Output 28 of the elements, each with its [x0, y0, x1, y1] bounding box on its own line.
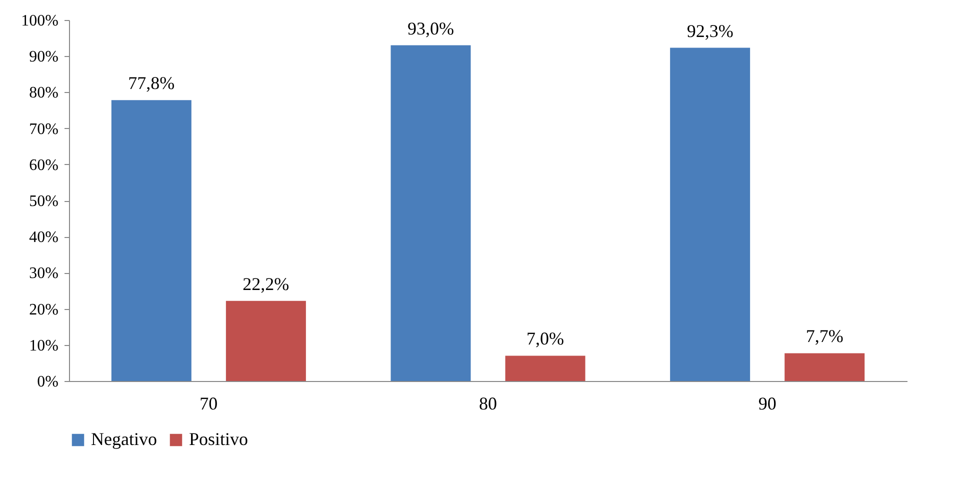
legend-label: Negativo: [91, 429, 157, 449]
y-tick-label: 100%: [21, 12, 58, 30]
bar: [390, 45, 471, 381]
x-tick-label: 70: [200, 394, 218, 414]
bar: [784, 353, 865, 381]
data-label: 77,8%: [128, 73, 175, 94]
bar: [505, 356, 586, 381]
bar: [226, 300, 306, 381]
data-label: 22,2%: [242, 274, 290, 294]
y-tick-label: 70%: [29, 120, 58, 138]
y-tick-label: 0%: [37, 374, 58, 390]
y-tick-label: 10%: [29, 337, 58, 354]
y-tick-label: 20%: [29, 301, 58, 318]
legend-label: Positivo: [189, 429, 248, 449]
x-tick-label: 90: [758, 394, 776, 414]
data-label: 7,0%: [526, 328, 564, 349]
y-tick-label: 40%: [29, 229, 58, 246]
bar: [111, 100, 192, 381]
y-tick-label: 80%: [29, 84, 58, 102]
data-label: 93,0%: [407, 18, 454, 38]
data-label: 7,7%: [806, 326, 844, 346]
y-tick-label: 50%: [29, 193, 58, 210]
bar: [670, 48, 750, 381]
y-tick-label: 90%: [29, 48, 58, 66]
y-tick-label: 60%: [29, 156, 58, 174]
y-tick-label: 30%: [29, 265, 58, 282]
data-label: 92,3%: [686, 20, 734, 41]
x-tick-label: 80: [479, 394, 497, 414]
